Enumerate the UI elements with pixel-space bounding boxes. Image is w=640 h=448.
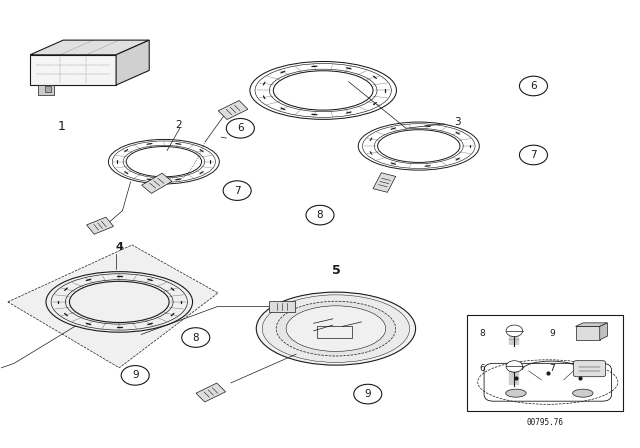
Text: 5: 5: [332, 264, 340, 277]
Ellipse shape: [286, 306, 386, 351]
Text: 7: 7: [550, 364, 556, 373]
Text: 6: 6: [479, 364, 485, 373]
Polygon shape: [30, 55, 116, 85]
Ellipse shape: [256, 292, 415, 365]
Text: 6: 6: [530, 81, 537, 91]
Text: 1: 1: [58, 120, 66, 133]
Text: 00795.76: 00795.76: [526, 418, 563, 426]
Bar: [317, 326, 352, 338]
Circle shape: [506, 361, 523, 372]
Circle shape: [182, 328, 210, 347]
Circle shape: [520, 76, 547, 96]
Text: 2: 2: [175, 120, 182, 130]
Polygon shape: [575, 323, 607, 327]
Text: 8: 8: [317, 210, 323, 220]
Bar: [45, 86, 51, 92]
Ellipse shape: [506, 389, 526, 397]
Circle shape: [354, 384, 382, 404]
Polygon shape: [218, 100, 248, 120]
Text: 8: 8: [479, 328, 485, 338]
Polygon shape: [600, 323, 607, 340]
Polygon shape: [8, 245, 218, 368]
Circle shape: [227, 118, 254, 138]
Text: 7: 7: [530, 150, 537, 160]
Polygon shape: [196, 383, 226, 402]
Circle shape: [223, 181, 251, 200]
Text: 8: 8: [193, 332, 199, 343]
Circle shape: [306, 205, 334, 225]
Ellipse shape: [276, 301, 396, 356]
Text: 7: 7: [234, 185, 241, 196]
Text: 9: 9: [550, 328, 556, 338]
Circle shape: [520, 145, 547, 165]
Ellipse shape: [573, 389, 593, 397]
Polygon shape: [269, 301, 294, 312]
Bar: [467, 315, 623, 411]
Text: 9: 9: [364, 389, 371, 399]
Polygon shape: [116, 40, 149, 85]
Ellipse shape: [262, 295, 410, 362]
Polygon shape: [86, 217, 113, 234]
Circle shape: [121, 366, 149, 385]
Text: 4: 4: [115, 242, 124, 252]
Bar: [38, 85, 54, 95]
Polygon shape: [141, 173, 172, 194]
Polygon shape: [30, 40, 149, 55]
Text: 6: 6: [237, 123, 244, 133]
Text: 3: 3: [454, 116, 460, 127]
Text: 9: 9: [132, 370, 138, 380]
Polygon shape: [575, 327, 600, 340]
Polygon shape: [373, 173, 396, 192]
Circle shape: [506, 325, 523, 336]
FancyBboxPatch shape: [573, 361, 605, 377]
